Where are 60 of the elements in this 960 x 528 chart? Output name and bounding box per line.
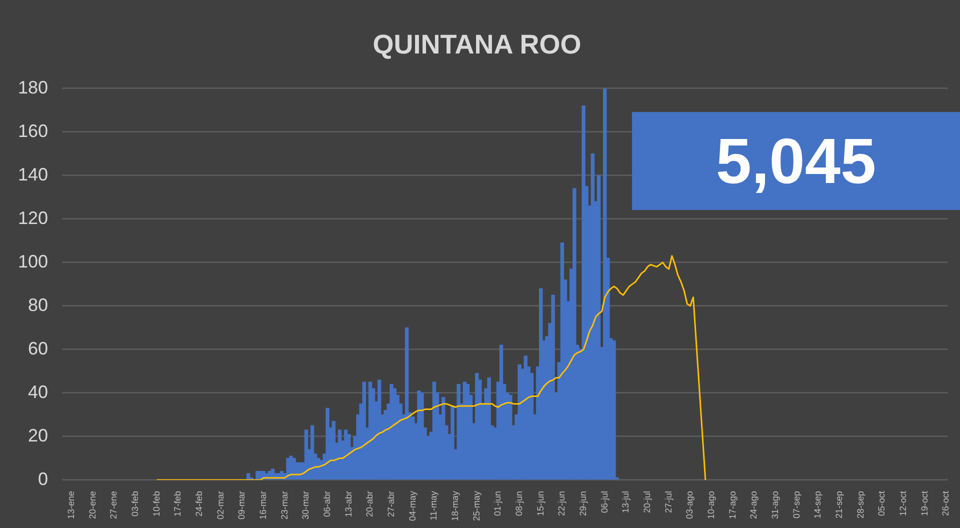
y-tick-label: 100 bbox=[18, 251, 48, 272]
x-tick-label: 17-ago bbox=[727, 490, 738, 520]
x-tick-label: 06-abr bbox=[322, 490, 332, 518]
y-tick-label: 180 bbox=[18, 77, 48, 98]
x-tick-label: 22-jun bbox=[556, 490, 567, 516]
y-tick-label: 0 bbox=[38, 468, 48, 489]
annotation: 5,045 bbox=[632, 112, 960, 210]
bar bbox=[551, 294, 555, 480]
x-tick-label: 14-sep bbox=[812, 490, 823, 519]
x-tick-label: 18-may bbox=[450, 490, 460, 522]
bar bbox=[420, 392, 424, 480]
y-tick-label: 80 bbox=[28, 294, 48, 315]
y-tick-label: 120 bbox=[18, 208, 48, 228]
x-tick-label: 20-ene bbox=[87, 490, 98, 520]
x-tick-label: 08-jun bbox=[514, 490, 524, 516]
x-tick-label: 13-ene bbox=[66, 490, 76, 520]
x-tick-label: 19-oct bbox=[919, 490, 930, 516]
x-tick-label: 07-sep bbox=[791, 490, 802, 519]
x-tick-label: 20-abr bbox=[364, 490, 375, 518]
x-tick-label: 27-ene bbox=[108, 490, 119, 520]
y-tick-label: 140 bbox=[18, 164, 48, 184]
bar bbox=[612, 340, 616, 480]
x-tick-label: 09-mar bbox=[236, 490, 247, 520]
x-tick-label: 13-jul bbox=[620, 490, 631, 514]
x-tick-label: 16-mar bbox=[258, 490, 268, 520]
bar bbox=[487, 377, 491, 480]
bar bbox=[450, 406, 454, 480]
x-tick-label: 30-mar bbox=[300, 490, 311, 520]
x-tick-label: 11-may bbox=[428, 490, 439, 520]
x-tick-label: 17-feb bbox=[172, 490, 183, 517]
x-tick-label: 27-jul bbox=[663, 490, 674, 514]
x-tick-label: 02-mar bbox=[215, 490, 226, 520]
x-tick-label: 06-jul bbox=[599, 490, 610, 514]
x-tick-label: 05-oct bbox=[876, 490, 887, 516]
chart-title: QUINTANA ROO bbox=[372, 30, 582, 60]
x-tick-label: 15-jun bbox=[535, 490, 546, 516]
x-tick-label: 27-abr bbox=[386, 490, 396, 518]
bar bbox=[456, 384, 460, 480]
x-tick-label: 03-ago bbox=[684, 490, 695, 520]
x-tick-label: 01-jun bbox=[492, 490, 503, 516]
x-tick-label: 23-mar bbox=[279, 490, 290, 520]
y-tick-label: 40 bbox=[28, 382, 48, 402]
y-tick-label: 60 bbox=[28, 338, 48, 358]
x-tick-label: 26-oct bbox=[940, 490, 951, 516]
x-tick-label: 31-ago bbox=[770, 490, 780, 520]
y-tick-label: 20 bbox=[28, 425, 48, 446]
x-tick-label: 04-may bbox=[407, 490, 418, 522]
x-tick-label: 25-may bbox=[471, 490, 482, 522]
x-tick-label: 20-jul bbox=[642, 490, 652, 514]
x-tick-label: 12-oct bbox=[898, 490, 908, 516]
x-tick-label: 24-ago bbox=[748, 490, 759, 520]
x-tick-label: 03-feb bbox=[130, 490, 140, 517]
x-tick-label: 10-feb bbox=[151, 490, 162, 517]
y-tick-label: 160 bbox=[18, 120, 48, 141]
x-tick-label: 13-abr bbox=[343, 490, 354, 518]
x-tick-label: 24-feb bbox=[194, 490, 204, 517]
x-tick-label: 10-ago bbox=[706, 490, 716, 520]
x-tick-label: 28-sep bbox=[855, 490, 866, 519]
x-tick-label: 29-jun bbox=[578, 490, 588, 516]
x-tick-label: 21-sep bbox=[834, 490, 844, 519]
